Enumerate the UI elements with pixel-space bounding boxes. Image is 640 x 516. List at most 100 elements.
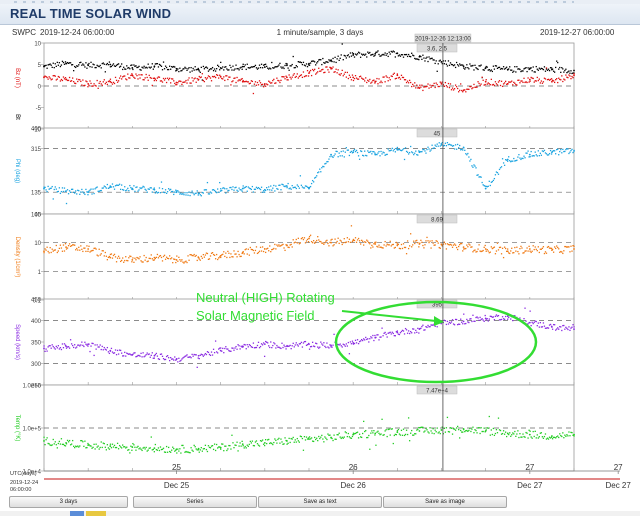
panel-1-series-0-sample [559, 150, 561, 153]
panel-0-series-1-sample [133, 76, 135, 79]
panel-2-series-0-sample [55, 244, 57, 247]
panel-1-series-0-sample [46, 190, 48, 193]
panel-0-series-0-sample [77, 65, 79, 67]
panel-1-series-0-sample [558, 154, 560, 156]
panel-3-series-0-sample [552, 323, 555, 326]
panel-3-series-0-sample [449, 322, 452, 324]
panel-0-series-0-sample [470, 65, 472, 67]
series-button[interactable]: Series [133, 496, 257, 508]
panel-0-series-1-sample [417, 87, 419, 89]
panel-4-series-0-sample [530, 436, 532, 438]
panel-1-series-0-sample [106, 183, 109, 186]
panel-1-series-0-sample [358, 158, 361, 160]
panel-1-series-0-sample [284, 185, 286, 188]
panel-1-series-0-sample [553, 150, 556, 152]
panel-4-series-0-sample [234, 444, 236, 446]
panel-4-series-0-sample [220, 448, 222, 450]
panel-0-series-0-sample [180, 70, 182, 72]
panel-2 [41, 213, 575, 301]
panel-2-series-0-sample [110, 253, 113, 255]
panel-1-series-0-sample [110, 186, 113, 188]
panel-4-series-0-sample [177, 448, 179, 450]
panel-4-series-0-sample [107, 447, 110, 449]
panel-2-series-0-sample [502, 256, 505, 259]
panel-2-series-0-sample [539, 248, 542, 250]
panel-0-series-0-point-7 [197, 68, 200, 71]
panel-2-series-0-sample [512, 252, 514, 254]
range-3-days-button[interactable]: 3 days [9, 496, 128, 508]
panel-4-series-0-sample [561, 435, 563, 438]
panel-2-series-0-sample [525, 250, 527, 252]
panel-0-series-0-sample [405, 53, 408, 56]
panel-2-current-box [416, 214, 458, 224]
panel-0-series-1-sample [174, 82, 176, 85]
panel-1-series-0-sample [143, 186, 145, 188]
panel-1-series-0-sample [73, 191, 75, 194]
panel-2-series-0-sample [203, 256, 206, 258]
panel-3-series-0-sample [44, 350, 46, 353]
panel-3-series-0-sample [108, 352, 111, 355]
panel-2-series-0-sample [84, 247, 86, 249]
panel-4-series-0-sample [334, 438, 336, 440]
panel-0-series-1-sample [519, 82, 521, 84]
panel-2-series-0-sample [463, 248, 465, 250]
panel-3-series-0-sample [153, 357, 155, 359]
panel-0-series-0-sample [223, 69, 225, 71]
panel-3-series-0-sample [499, 319, 502, 321]
panel-0-series-1-sample [553, 81, 556, 84]
panel-3-series-0-sample [187, 356, 189, 358]
panel-1-series-0-sample [495, 171, 498, 173]
panel-0-series-1-sample [136, 74, 138, 77]
panel-4-series-0-sample [266, 442, 268, 445]
panel-1-series-0-sample [202, 192, 205, 194]
panel-0-series-1-sample [134, 77, 136, 79]
panel-4-series-0-sample [52, 438, 54, 441]
panel-0-series-1-sample [48, 76, 50, 78]
panel-3-series-0-sample [48, 345, 50, 347]
panel-2-series-0-sample [375, 241, 377, 243]
panel-4-series-0-point-4 [131, 446, 134, 448]
panel-4-series-0-sample [371, 430, 373, 432]
panel-4-series-0-sample [140, 448, 142, 450]
panel-1-series-0-sample [466, 154, 468, 156]
panel-2-series-0-sample [397, 243, 400, 245]
panel-4-series-0-sample [565, 435, 567, 438]
panel-0-series-0-sample [546, 69, 549, 71]
panel-3-series-0-sample [483, 320, 485, 322]
panel-4-series-0-sample [197, 449, 199, 451]
panel-0-series-1-sample [437, 85, 439, 88]
panel-4-series-0-sample [482, 430, 484, 433]
panel-3-series-0-sample [165, 355, 168, 358]
panel-0-series-0-sample [328, 59, 330, 61]
panel-3-series-0-sample [195, 354, 197, 356]
panel-0-series-0-sample [67, 62, 70, 64]
panel-1-series-0-sample [68, 190, 71, 192]
panel-0-series-1-sample [235, 81, 237, 84]
panel-3-series-0-sample [203, 354, 206, 356]
panel-1-series-0-sample [187, 194, 189, 196]
panel-4-series-0-sample [213, 443, 216, 445]
save-as-image-button[interactable]: Save as image [383, 496, 507, 508]
panel-1-series-0-sample [64, 190, 67, 193]
panel-4-series-0-sample [280, 438, 282, 440]
panel-0-series-1-sample [518, 79, 520, 81]
panel-2-series-0-sample [214, 258, 217, 260]
panel-3-series-0-sample [272, 344, 274, 347]
save-as-text-button[interactable]: Save as text [258, 496, 382, 508]
panel-2-series-0-sample [241, 252, 243, 255]
panel-1-series-0-sample [400, 149, 403, 152]
panel-3-series-0-sample [262, 342, 265, 344]
x-tick-bottom-1: Dec 26 [340, 481, 366, 490]
panel-4-series-0-sample [291, 438, 293, 440]
panel-3-series-0-sample [180, 359, 182, 362]
panel-0-series-1-sample [525, 81, 527, 83]
panel-0-series-0-sample [529, 67, 531, 69]
panel-0-series-0-sample [71, 64, 74, 66]
panel-2-series-0-sample [421, 241, 423, 243]
panel-3-series-0-sample [151, 352, 153, 354]
panel-2-series-0-sample [129, 255, 131, 257]
panel-4-series-0-sample [342, 437, 344, 439]
panel-0-series-0-sample [382, 53, 384, 56]
panel-4-series-0-sample [526, 432, 528, 434]
panel-2-series-0-sample [548, 247, 551, 249]
